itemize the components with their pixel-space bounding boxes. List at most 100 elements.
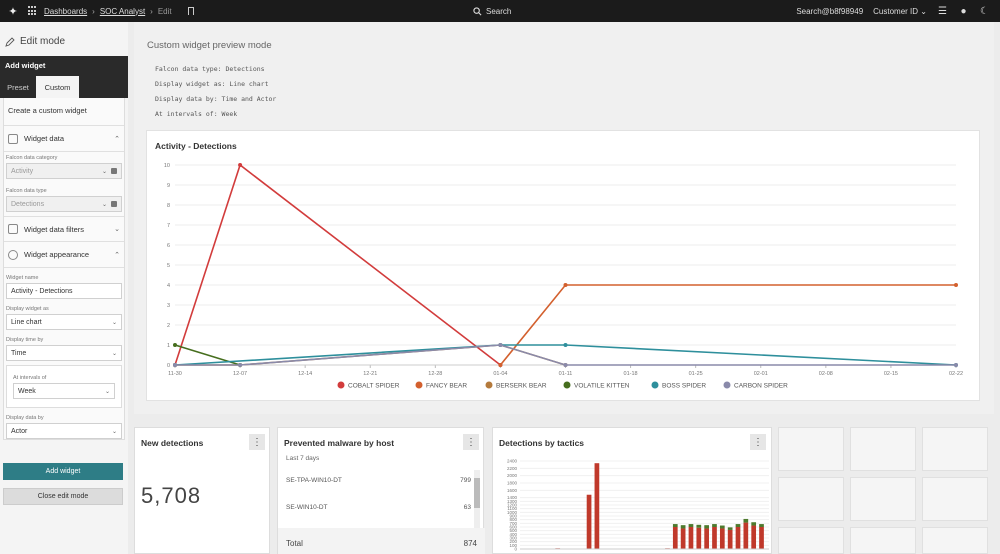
breadcrumb-dashboards[interactable]: Dashboards: [44, 6, 88, 16]
placeholder-tile: [922, 427, 988, 471]
legend-label[interactable]: CARBON SPIDER: [734, 383, 788, 390]
y-tick-label: 800: [509, 517, 517, 522]
kebab-menu-icon[interactable]: ⋮: [463, 434, 479, 450]
interval-group: At intervals of Week ⌄: [6, 365, 122, 408]
chevron-down-icon: ⌄: [104, 388, 110, 395]
at-intervals-label: At intervals of: [13, 375, 47, 381]
global-search[interactable]: Search: [473, 4, 533, 18]
breadcrumb-soc-analyst[interactable]: SOC Analyst: [99, 6, 146, 16]
y-tick-label: 6: [167, 243, 170, 249]
y-tick-label: 0: [167, 363, 170, 369]
y-tick-label: 1000: [507, 510, 518, 515]
bookmark-icon[interactable]: [187, 7, 194, 15]
legend-swatch: [723, 381, 731, 389]
add-widget-button[interactable]: Add widget: [3, 463, 123, 480]
y-tick-label: 8: [167, 203, 170, 209]
bar: [688, 527, 694, 549]
y-tick-label: 1600: [507, 488, 518, 493]
widget-data-filters-section[interactable]: Widget data filters ⌄: [4, 216, 124, 242]
theme-moon-icon[interactable]: ☾: [980, 5, 989, 17]
x-tick-label: 01-04: [493, 371, 507, 377]
series-line: [174, 344, 957, 366]
falcon-data-type-select: Detections ⌄: [6, 196, 122, 212]
x-tick-label: 02-22: [949, 371, 963, 377]
y-tick-label: 10: [164, 163, 170, 169]
bar: [594, 463, 600, 549]
meta-line: Display data by: Time and Actor: [155, 95, 277, 103]
y-tick-label: 200: [509, 539, 517, 544]
bar-segment: [712, 524, 717, 527]
tab-preset[interactable]: Preset: [7, 82, 29, 92]
legend-label[interactable]: BERSERK BEAR: [496, 383, 547, 390]
host-row[interactable]: SE-WIN10-DT 63: [286, 504, 471, 511]
bar: [751, 525, 757, 549]
data-point: [238, 363, 243, 367]
x-tick-label: 12-14: [298, 371, 312, 377]
data-point: [498, 363, 503, 367]
display-widget-as-label: Display widget as: [6, 306, 49, 312]
y-tick-label: 2400: [507, 459, 518, 464]
app-grid-icon[interactable]: [28, 6, 38, 16]
falcon-logo-icon[interactable]: ✦: [8, 5, 18, 18]
y-tick-label: 3: [167, 303, 170, 309]
close-edit-mode-button[interactable]: Close edit mode: [3, 488, 123, 505]
y-tick-label: 1100: [507, 506, 517, 511]
bar: [727, 529, 733, 549]
total-row: Total 874: [278, 528, 485, 554]
meta-line: At intervals of: Week: [155, 110, 238, 118]
data-point: [954, 283, 958, 287]
lock-icon: [111, 168, 117, 174]
chevron-down-icon: ⌄: [111, 350, 117, 357]
widget-data-icon: [8, 133, 18, 144]
user-icon[interactable]: ●: [960, 5, 967, 17]
customer-id-dropdown[interactable]: Customer ID ⌄: [873, 6, 927, 16]
widget-data-section[interactable]: Widget data ⌃: [4, 126, 124, 152]
legend-label[interactable]: COBALT SPIDER: [348, 383, 400, 390]
legend-label[interactable]: FANCY BEAR: [426, 383, 467, 390]
chevron-down-icon: ⌄: [101, 201, 107, 208]
widget-name-label: Widget name: [6, 275, 39, 281]
placeholder-tile: [778, 527, 844, 554]
x-tick-label: 11-30: [168, 371, 182, 377]
widget-appearance-section[interactable]: Widget appearance ⌃: [4, 242, 124, 268]
tab-custom[interactable]: Custom: [36, 76, 79, 98]
preview-area: Custom widget preview mode Falcon data t…: [134, 22, 994, 414]
data-point: [563, 343, 568, 347]
create-custom-widget-label: Create a custom widget: [4, 98, 124, 126]
kebab-menu-icon[interactable]: ⋮: [249, 434, 265, 450]
display-widget-as-select[interactable]: Line chart ⌄: [6, 314, 122, 330]
user-search-id[interactable]: Search@b8f98949: [796, 6, 864, 16]
pencil-icon: [5, 36, 15, 47]
at-intervals-select[interactable]: Week ⌄: [13, 383, 115, 399]
host-list-scrollbar[interactable]: [474, 470, 480, 528]
notifications-icon[interactable]: ☰: [938, 5, 947, 17]
new-detections-count: 5,708: [141, 483, 202, 508]
new-detections-card: New detections ⋮ 5,708: [134, 427, 270, 554]
legend-label[interactable]: BOSS SPIDER: [662, 383, 706, 390]
appearance-icon: [8, 249, 18, 260]
placeholder-tile: [850, 427, 916, 471]
activity-detections-chart-card: Activity - Detections 0 1 2 3 4 5 6 7 8 9 10 11-30 1…: [146, 130, 980, 401]
main-area: Custom widget preview mode Falcon data t…: [128, 22, 1000, 554]
display-data-by-select[interactable]: Actor ⌄: [6, 423, 122, 439]
breadcrumb-separator-icon: ›: [92, 6, 95, 16]
y-tick-label: 300: [509, 536, 517, 541]
bar-segment: [696, 524, 702, 528]
bar-segment: [680, 525, 686, 529]
y-tick-label: 400: [509, 532, 517, 537]
y-tick-label: 900: [509, 514, 517, 519]
card-title: New detections: [141, 438, 204, 448]
display-data-by-label: Display data by: [6, 415, 44, 421]
widget-name-input[interactable]: Activity - Detections: [6, 283, 122, 299]
bar: [743, 522, 749, 549]
legend-label[interactable]: VOLATILE KITTEN: [574, 383, 630, 390]
x-tick-label: 12-07: [233, 371, 247, 377]
x-tick-label: 02-15: [884, 371, 898, 377]
kebab-menu-icon[interactable]: ⋮: [750, 434, 766, 450]
card-title: Prevented malware by host: [284, 438, 395, 448]
display-time-by-select[interactable]: Time ⌄: [6, 345, 122, 361]
prevented-malware-card: Prevented malware by host ⋮ Last 7 days …: [277, 427, 485, 554]
top-bar: ✦ Dashboards › SOC Analyst › Edit Search…: [0, 0, 1000, 22]
host-row[interactable]: SE-TPA-WIN10-DT 799: [286, 477, 471, 484]
bar-segment: [719, 525, 725, 529]
